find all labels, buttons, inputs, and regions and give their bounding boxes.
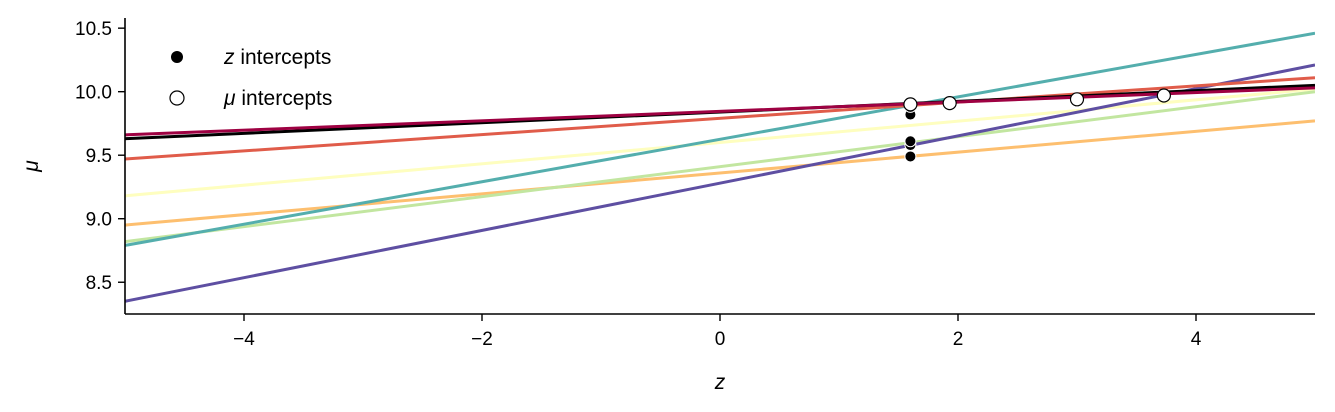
y-axis-label: μ <box>20 160 43 173</box>
series-line-3 <box>125 90 1315 244</box>
legend-label: μ intercepts <box>223 87 332 110</box>
mu-intercept-point <box>1156 88 1171 103</box>
x-tick-label: 0 <box>715 329 726 350</box>
y-tick-label: 9.0 <box>86 210 112 231</box>
series-line-1 <box>125 87 1315 198</box>
z-intercept-point <box>904 135 917 148</box>
legend-marker-open <box>169 90 185 106</box>
x-tick-label: −4 <box>233 329 255 350</box>
intercept-points <box>903 88 1171 163</box>
y-tick-label: 10.5 <box>75 19 112 40</box>
x-tick-label: 2 <box>953 329 964 350</box>
mu-intercept-point <box>942 96 957 111</box>
y-tick-label: 9.5 <box>86 146 112 167</box>
series-line-2 <box>125 119 1315 227</box>
legend-label-text: intercepts <box>235 46 332 69</box>
series-line-8 <box>125 86 1315 137</box>
x-tick-label: −2 <box>471 329 493 350</box>
x-tick-label: 4 <box>1191 329 1202 350</box>
legend-label: z intercepts <box>223 46 331 69</box>
series-line-4 <box>125 63 1315 303</box>
mu-intercept-point <box>1069 92 1085 107</box>
y-tick-label: 8.5 <box>86 273 112 294</box>
legend-marker-filled <box>171 51 183 63</box>
mu-intercept-point <box>903 97 918 112</box>
series-line-6 <box>125 76 1315 161</box>
y-ticks: 8.5 9.0 9.5 10.0 10.5 <box>75 19 125 294</box>
x-ticks: −4 −2 0 2 4 <box>233 314 1202 350</box>
z-intercept-point <box>904 150 917 163</box>
series-line-5 <box>125 31 1315 247</box>
legend-label-text: intercepts <box>236 87 333 110</box>
legend-label-variable: z <box>223 46 235 69</box>
legend-label-variable: μ <box>223 87 236 110</box>
y-tick-label: 10.0 <box>75 83 112 104</box>
x-axis-label: z <box>714 371 726 394</box>
series-lines <box>125 31 1315 303</box>
